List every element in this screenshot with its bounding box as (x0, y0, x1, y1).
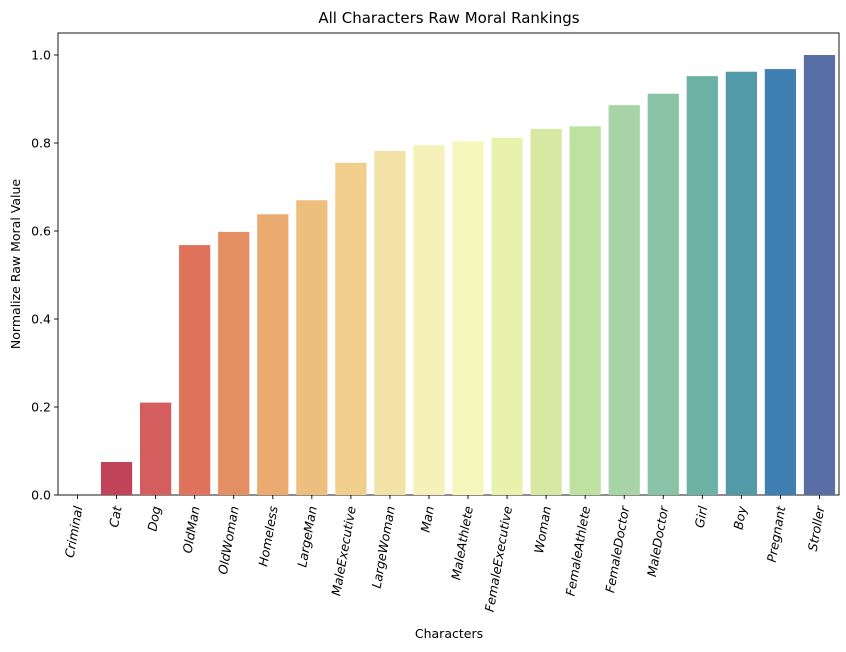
plot-area (57, 32, 840, 496)
bar-maledoctor (647, 93, 679, 495)
x-tick-label: MaleAthlete (448, 505, 476, 582)
bar-oldman (179, 245, 211, 495)
plot-frame (57, 32, 840, 496)
y-tick-label: 0.4 (31, 312, 51, 327)
bar-dog (140, 402, 172, 495)
bar-stroller (803, 55, 836, 495)
x-tick-label: MaleExecutive (328, 505, 359, 597)
x-tick-label: FemaleAthlete (563, 505, 594, 598)
bar-cat (100, 462, 133, 495)
y-tick-label: 0.0 (31, 488, 51, 503)
y-tick-label: 1.0 (31, 48, 51, 63)
x-tick-label: FemaleDoctor (602, 504, 632, 594)
x-tick-label: OldMan (180, 505, 203, 555)
x-tick-label: Stroller (805, 504, 828, 552)
x-tick-label: Man (418, 505, 437, 534)
x-tick-label: Homeless (255, 504, 280, 567)
x-tick-label: LargeMan (294, 505, 320, 568)
x-tick-label: OldWoman (215, 505, 242, 576)
x-axis-label: Characters (415, 626, 483, 641)
bars (100, 55, 836, 496)
bar-largeman (296, 200, 328, 495)
bar-boy (725, 71, 757, 495)
x-tick-label: Boy (730, 504, 749, 530)
y-axis-label: Normalize Raw Moral Value (8, 179, 23, 350)
bar-femaleathlete (569, 126, 601, 495)
y-tick-label: 0.8 (31, 136, 51, 151)
x-tick-label: Dog (144, 505, 163, 532)
x-tick-label: Cat (106, 504, 125, 529)
x-tick-label: MaleDoctor (644, 504, 671, 578)
y-tick-label: 0.6 (31, 224, 51, 239)
x-tick-label: LargeWoman (369, 505, 398, 590)
bar-femaleexecutive (491, 137, 523, 495)
bar-oldwoman (218, 231, 250, 495)
bar-man (413, 145, 445, 495)
chart-title: All Characters Raw Moral Rankings (318, 9, 579, 27)
x-axis: Criminal Cat Dog OldMan OldWoman Homeless Larg… (62, 495, 828, 613)
bar-maleexecutive (335, 162, 367, 496)
bar-pregnant (764, 69, 797, 495)
bar-femaledoctor (608, 105, 640, 495)
bar-girl (686, 76, 718, 496)
bar-largewoman (374, 150, 406, 496)
x-tick-label: Woman (531, 505, 554, 555)
x-tick-label: Pregnant (764, 504, 789, 564)
bar-maleathlete (452, 141, 484, 496)
bar-woman (530, 128, 562, 496)
x-tick-label: Girl (692, 504, 711, 529)
bar-homeless (257, 214, 289, 495)
y-tick-label: 0.2 (31, 400, 51, 415)
y-axis: 0.0 0.2 0.4 0.6 0.8 1.0 (31, 48, 58, 503)
x-tick-label: FemaleExecutive (482, 505, 515, 613)
x-tick-label: Criminal (62, 504, 86, 558)
